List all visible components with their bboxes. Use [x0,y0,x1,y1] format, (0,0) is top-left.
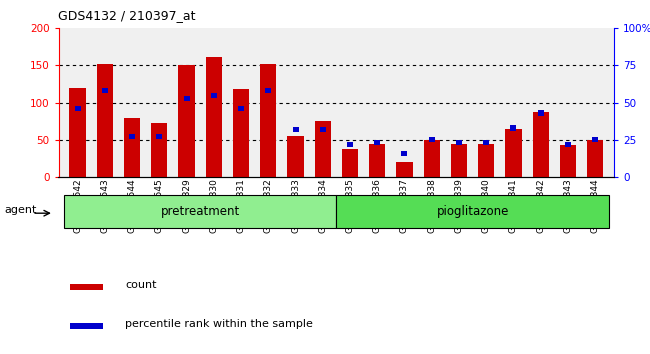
Bar [483,140,489,145]
Bar [402,150,408,156]
Bar [70,323,103,329]
Bar [75,106,81,111]
Bar [369,144,385,177]
Text: percentile rank within the sample: percentile rank within the sample [125,319,313,329]
Bar [337,195,609,228]
Bar [456,140,462,145]
Bar [320,127,326,132]
Text: pretreatment: pretreatment [161,205,240,218]
Bar [374,140,380,145]
Bar [124,118,140,177]
Bar [560,145,576,177]
Bar [183,96,190,101]
Bar [538,110,543,116]
Bar [532,112,549,177]
Text: GDS4132 / 210397_at: GDS4132 / 210397_at [58,9,196,22]
Bar [565,142,571,147]
Bar [478,144,495,177]
Bar [347,142,353,147]
Bar [64,195,337,228]
Bar [429,137,435,142]
Bar [315,121,331,177]
Bar [510,125,517,131]
Bar [587,140,603,177]
Bar [205,57,222,177]
Text: agent: agent [5,205,37,215]
Bar [396,162,413,177]
Bar [70,88,86,177]
Bar [265,88,271,93]
Text: count: count [125,280,157,290]
Bar [424,140,440,177]
Bar [238,106,244,111]
Bar [178,65,195,177]
Bar [287,136,304,177]
Bar [233,89,249,177]
Text: pioglitazone: pioglitazone [436,205,509,218]
Bar [451,144,467,177]
Bar [97,64,113,177]
Bar [505,129,522,177]
Bar [342,149,358,177]
Bar [70,284,103,290]
Bar [102,88,108,93]
Bar [129,134,135,139]
Bar [151,124,168,177]
Bar [211,93,217,98]
Bar [156,134,162,139]
Bar [260,64,276,177]
Bar [292,127,298,132]
Bar [592,137,598,142]
